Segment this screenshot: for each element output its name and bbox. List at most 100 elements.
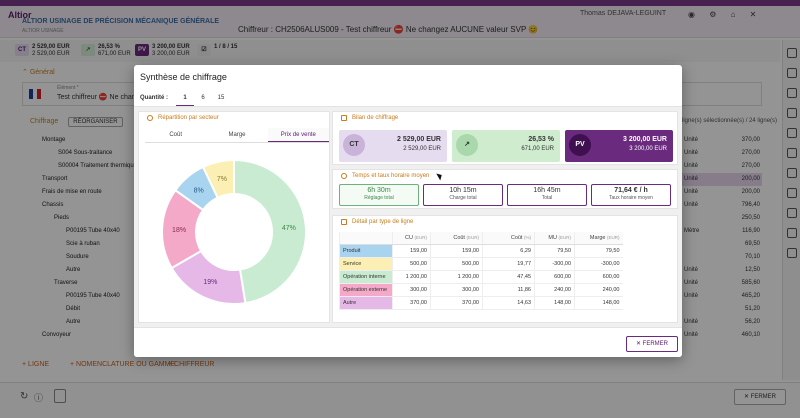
table-row[interactable]: Unité 200,00 <box>682 186 762 199</box>
selection-info-text: ligne(s) sélectionnée(s) / 24 ligne(s) <box>682 118 778 124</box>
add-nomenclature-button[interactable]: + NOMENCLATURE OU GAMME <box>70 361 176 368</box>
detail-cell: 1 200,00 <box>392 270 431 284</box>
tree-row[interactable]: Montage <box>42 137 66 143</box>
quantity-tab-1[interactable]: 1 <box>176 90 194 106</box>
unit-cell: Unité <box>684 137 699 143</box>
quantity-tab-6[interactable]: 6 <box>201 95 205 101</box>
detail-cell: 148,00 <box>574 296 623 310</box>
kpi-item[interactable]: PV 3 200,00 EUR 3 200,00 EUR <box>132 42 193 60</box>
tree-row[interactable]: Convoyeur <box>42 332 72 338</box>
tree-row[interactable]: S004 Sous-traitance <box>58 150 113 156</box>
temps-card-value: 71,64 € / h <box>614 187 648 194</box>
add-line-button[interactable]: + LIGNE <box>22 361 50 368</box>
detail-cell: -300,00 <box>534 257 575 271</box>
table-row[interactable]: Unité 460,10 <box>682 329 762 342</box>
donut-slice[interactable] <box>201 158 235 200</box>
table-row[interactable]: Unité 465,20 <box>682 290 762 303</box>
kpi-values: 1 / 8 / 15 <box>214 44 237 51</box>
add-nomenclature-label: NOMENCLATURE OU GAMME <box>76 361 176 368</box>
table-row[interactable]: Unité 370,00 <box>682 134 762 147</box>
detail-header-cell: CU (EUR) <box>392 232 431 245</box>
app-brand: Altior <box>8 10 32 20</box>
detail-row-label: Opération interne <box>339 270 393 284</box>
tool-icon[interactable] <box>786 68 797 78</box>
price-cell: 69,50 <box>744 241 760 247</box>
quantity-tab-15[interactable]: 15 <box>217 95 225 101</box>
tree-row[interactable]: Autre <box>66 267 81 273</box>
detail-cell: 79,50 <box>574 244 623 258</box>
table-row[interactable]: Unité 56,20 <box>682 316 762 329</box>
chevron-down-icon[interactable]: ⌃ <box>22 69 30 76</box>
user-name[interactable]: Thomas DEJAVA-LEGUINT <box>580 10 667 17</box>
tree-row[interactable]: Pieds <box>54 215 70 221</box>
table-row[interactable]: Mètre 116,90 <box>682 225 762 238</box>
section-general[interactable]: ⌃ Général <box>22 68 762 80</box>
table-row[interactable]: Unité 200,00 <box>682 173 762 186</box>
tool-icon[interactable] <box>786 128 797 138</box>
detail-title: Détail par type de ligne <box>341 219 413 225</box>
flag-fr-icon <box>29 89 41 99</box>
repartition-title-text: Répartition par secteur <box>158 115 219 121</box>
tree-row[interactable]: S00004 Traitement thermique <box>58 163 136 169</box>
tool-icon[interactable] <box>786 248 797 258</box>
table-row[interactable]: 51,20 <box>682 303 762 316</box>
header-icons[interactable]: ◉ ⚙ ⌂ ✕ <box>688 10 763 19</box>
detail-cell: 600,00 <box>534 270 575 284</box>
price-cell: 56,20 <box>744 319 760 325</box>
tool-icon[interactable] <box>786 148 797 158</box>
table-row[interactable]: Unité 270,00 <box>682 160 762 173</box>
table-row[interactable]: Unité 270,00 <box>682 147 762 160</box>
tab-marge[interactable]: Marge <box>228 132 246 138</box>
kpi-item[interactable]: ↗ 26,53 % 671,00 EUR <box>78 42 134 60</box>
unit-cell: Mètre <box>684 228 700 234</box>
table-row[interactable]: 69,50 <box>682 238 762 251</box>
table-row[interactable]: 70,10 <box>682 251 762 264</box>
tree-row[interactable]: P00195 Tube 40x40 <box>66 228 120 234</box>
detail-cell: 300,00 <box>430 283 483 297</box>
close-icon: ✕ <box>635 341 641 347</box>
unit-cell: Unité <box>684 202 699 208</box>
delete-icon[interactable] <box>54 389 66 403</box>
kpi-item[interactable]: CT 2 529,00 EUR 2 529,00 EUR <box>12 42 73 60</box>
tree-row[interactable]: P00195 Tube 40x40 <box>66 293 120 299</box>
reorganiser-button[interactable]: RÉORGANISER <box>68 117 123 127</box>
info-icon[interactable]: ⓘ <box>34 393 44 403</box>
detail-cell: 1 200,00 <box>430 270 483 284</box>
refresh-icon[interactable]: ↻ <box>20 391 29 402</box>
tree-row[interactable]: Transport <box>42 176 68 182</box>
tree-row[interactable]: Autre <box>66 319 81 325</box>
kpi-value-sub: 2 529,00 EUR <box>32 51 70 57</box>
table-row[interactable]: Unité 12,50 <box>682 264 762 277</box>
tree-row[interactable]: Débit <box>66 306 81 312</box>
tab-prix-de-vente[interactable]: Prix de vente <box>267 128 329 142</box>
tree-row[interactable]: Chassis <box>42 202 64 208</box>
app-header: Altior ALTIOR USINAGE DE PRÉCISION MÉCAN… <box>0 6 800 38</box>
repartition-title: Répartition par secteur <box>147 115 219 121</box>
donut-slice[interactable] <box>233 158 307 305</box>
tool-icon[interactable] <box>786 208 797 218</box>
tool-icon[interactable] <box>786 88 797 98</box>
element-value[interactable]: Test chiffreur ⛔ Ne changez <box>57 94 147 101</box>
tree-row[interactable]: Soudure <box>66 254 89 260</box>
add-chiffreur-button[interactable]: + CHIFFREUR <box>168 361 215 368</box>
detail-table: CU (EUR) Coût (EUR) Coût (%) MU (EUR) Marge … <box>339 232 623 310</box>
detail-cell: 6,29 <box>482 244 535 258</box>
tool-icon[interactable] <box>786 188 797 198</box>
tree-row[interactable]: Scie à ruban <box>66 241 100 247</box>
table-row[interactable]: 250,50 <box>682 212 762 225</box>
tree-row[interactable]: Frais de mise en route <box>42 189 102 195</box>
modal-separator <box>134 106 682 107</box>
tool-icon[interactable] <box>786 48 797 58</box>
detail-title-text: Détail par type de ligne <box>352 219 414 225</box>
tree-row[interactable]: Traverse <box>54 280 78 286</box>
kpi-item[interactable]: ☑ 1 / 8 / 15 <box>194 42 240 60</box>
table-row[interactable]: Unité 796,40 <box>682 199 762 212</box>
tab-cout[interactable]: Coût <box>169 132 182 138</box>
tool-icon[interactable] <box>786 228 797 238</box>
footer-close-button[interactable]: ✕ FERMER <box>734 389 786 405</box>
table-row[interactable]: Unité 585,60 <box>682 277 762 290</box>
tool-icon[interactable] <box>786 168 797 178</box>
close-button[interactable]: ✕ FERMER <box>626 336 678 352</box>
tool-icon[interactable] <box>786 108 797 118</box>
detail-header-main: MU <box>548 234 559 241</box>
